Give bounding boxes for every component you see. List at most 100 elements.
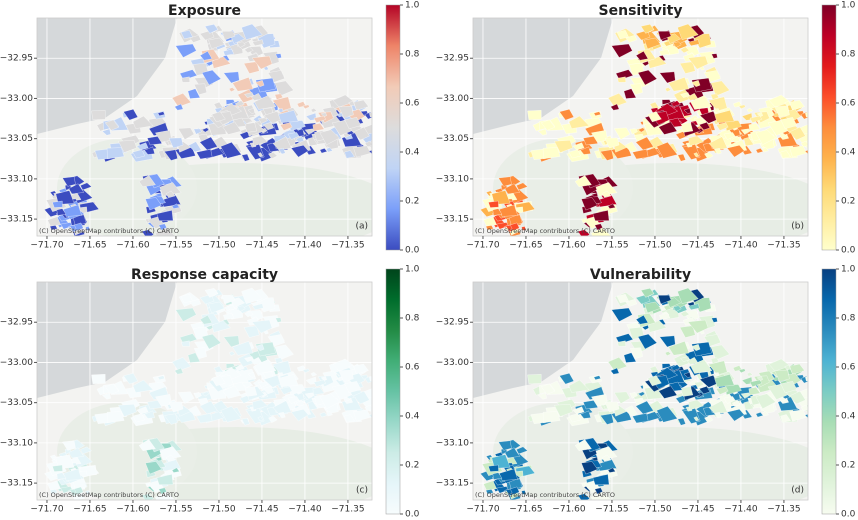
district <box>49 488 58 495</box>
map-panel: Vulnerability (C) OpenStreetMap contribut… <box>436 265 856 520</box>
district <box>607 93 628 108</box>
district <box>554 140 573 153</box>
district <box>175 307 197 322</box>
x-tick-label: −71.65 <box>73 505 106 515</box>
district <box>154 227 176 236</box>
district <box>780 414 791 423</box>
colorbar <box>821 268 837 515</box>
district <box>559 373 575 385</box>
district <box>635 136 654 151</box>
district <box>680 356 690 362</box>
district <box>102 128 111 136</box>
colorbar <box>385 4 401 251</box>
district <box>181 76 190 83</box>
district <box>353 409 372 422</box>
district <box>196 149 213 160</box>
district <box>677 287 699 304</box>
colorbar-tick-label: 1.0 <box>405 265 420 275</box>
district <box>85 490 91 495</box>
attribution: (C) OpenStreetMap contributors (C) CARTO <box>39 491 179 499</box>
y-tick-label: −33.00 <box>436 94 470 104</box>
district <box>106 147 125 159</box>
district <box>102 392 111 400</box>
map-title: Response capacity <box>131 267 278 283</box>
district <box>208 37 225 50</box>
district <box>640 288 655 298</box>
district <box>568 379 590 393</box>
district <box>647 111 662 123</box>
district <box>201 127 210 133</box>
district <box>180 30 193 40</box>
district <box>687 319 709 334</box>
district <box>247 372 255 378</box>
district <box>690 359 713 374</box>
map-title: Sensitivity <box>599 3 683 19</box>
colorbar-tick-label: 0.0 <box>405 246 420 256</box>
district <box>377 391 384 395</box>
y-tick-label: −33.00 <box>0 358 33 368</box>
x-tick-label: −71.65 <box>73 241 106 251</box>
panel-label: (d) <box>791 486 804 496</box>
x-tick-label: −71.40 <box>724 505 758 515</box>
district <box>364 404 372 412</box>
district <box>80 182 92 191</box>
sea <box>37 282 177 398</box>
district <box>804 150 808 155</box>
district <box>91 110 106 120</box>
district <box>232 77 254 92</box>
x-tick-label: −71.50 <box>638 505 672 515</box>
district <box>268 416 278 423</box>
district <box>746 108 753 113</box>
district <box>688 135 704 147</box>
district <box>708 360 728 376</box>
district <box>691 344 701 351</box>
y-tick-label: −32.95 <box>436 318 469 328</box>
colorbar-tick-label: 0.2 <box>841 197 855 207</box>
district <box>780 397 789 404</box>
district <box>204 24 219 34</box>
district <box>714 148 722 155</box>
district <box>255 344 265 351</box>
district <box>199 50 213 61</box>
district <box>222 385 242 399</box>
colorbar-tick-label: 0.4 <box>405 412 420 422</box>
district <box>201 333 222 350</box>
y-tick-label: −33.15 <box>0 215 33 225</box>
district <box>236 41 246 48</box>
district <box>527 110 542 120</box>
district <box>136 142 149 151</box>
district <box>171 467 180 473</box>
district <box>600 149 614 161</box>
district <box>680 310 690 318</box>
district <box>211 375 226 387</box>
district <box>629 347 643 359</box>
district <box>581 461 598 475</box>
district <box>657 31 672 41</box>
district <box>699 386 711 395</box>
district <box>688 399 704 411</box>
district <box>635 50 649 61</box>
district <box>810 140 819 148</box>
district <box>199 400 218 415</box>
district <box>252 39 264 46</box>
colorbar-tick-label: 1.0 <box>841 265 856 275</box>
district <box>762 147 769 153</box>
district <box>263 386 275 395</box>
district <box>708 96 728 112</box>
district <box>723 396 736 404</box>
district <box>485 224 494 231</box>
district <box>136 406 149 415</box>
district <box>199 136 218 151</box>
district <box>738 104 746 109</box>
district <box>368 414 372 419</box>
district <box>344 150 355 159</box>
district <box>592 474 610 485</box>
colorbar-tick-label: 0.6 <box>405 99 420 109</box>
district <box>165 454 176 462</box>
district <box>748 387 761 396</box>
district <box>748 123 761 132</box>
colorbar-tick-label: 0.2 <box>405 461 419 471</box>
district <box>91 374 106 384</box>
district <box>629 83 643 95</box>
